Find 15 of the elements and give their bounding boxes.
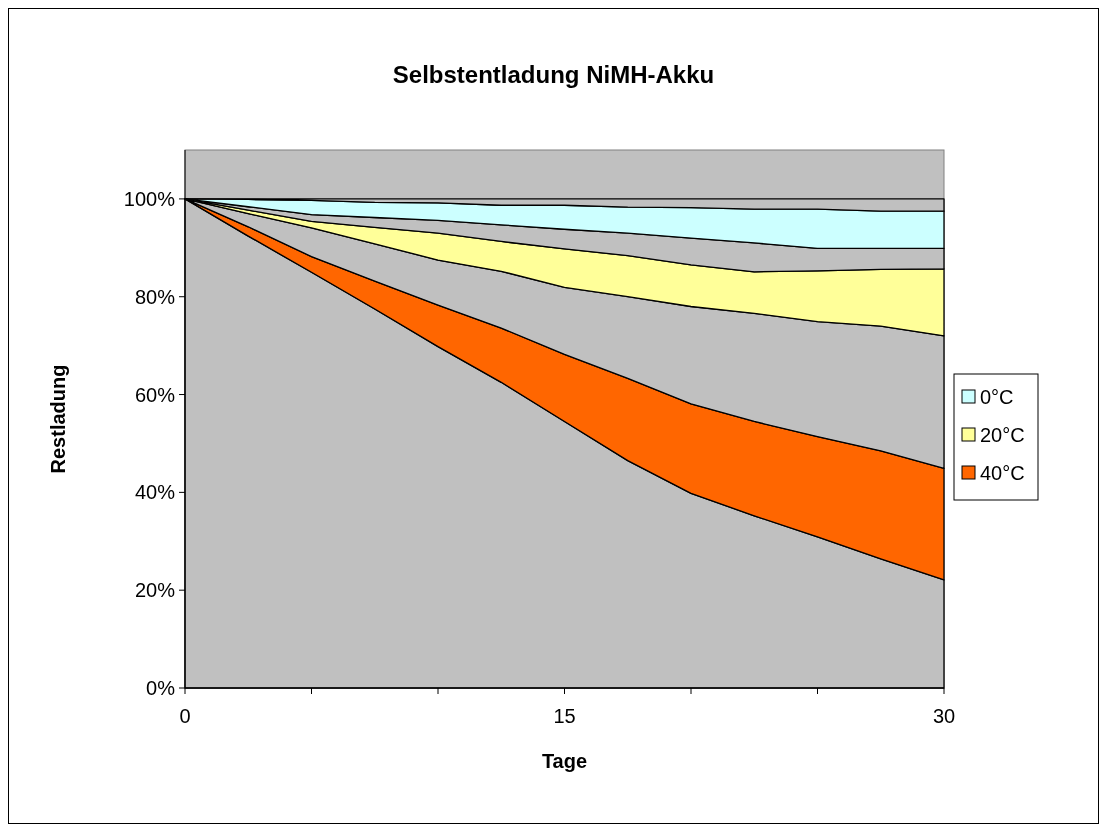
x-axis-title: Tage [541,750,588,772]
x-tick-label: 30 [932,705,956,727]
y-axis-title: Restladung [47,364,69,474]
chart-title: Selbstentladung NiMH-Akku [392,61,715,88]
y-tick-label: 40% [134,481,176,504]
x-tick-label: 15 [553,705,576,727]
y-tick-label: 60% [134,383,176,406]
legend-label: 40°C [980,462,1025,484]
y-tick-label: 100% [123,187,176,210]
legend-label: 0°C [980,386,1014,408]
y-tick-label: 80% [134,285,176,308]
legend-label: 20°C [980,424,1025,446]
y-tick-label: 20% [134,579,176,602]
x-tick-label: 0 [179,705,191,727]
y-tick-label: 0% [146,677,176,699]
